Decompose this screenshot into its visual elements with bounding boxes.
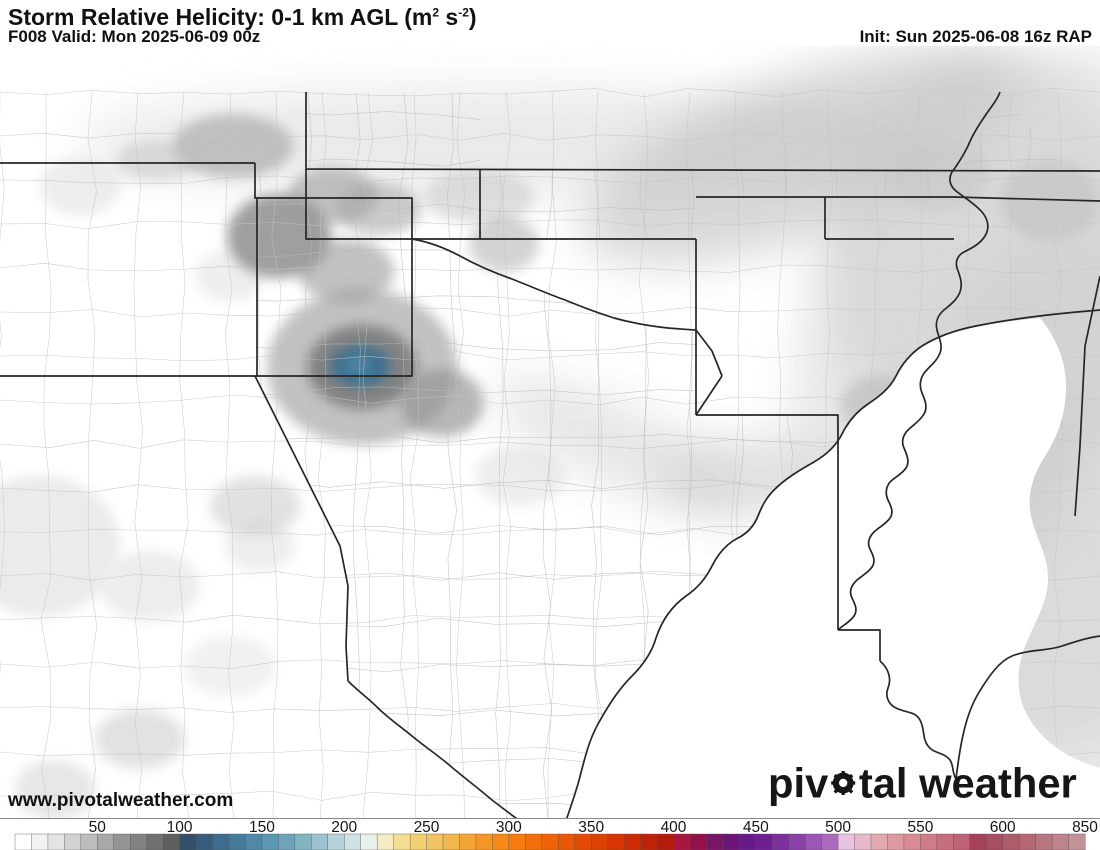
svg-text:350: 350 (578, 819, 604, 836)
svg-text:50: 50 (89, 819, 107, 836)
svg-text:200: 200 (331, 819, 357, 836)
svg-text:150: 150 (249, 819, 275, 836)
svg-text:550: 550 (907, 819, 933, 836)
svg-text:850: 850 (1072, 819, 1098, 836)
svg-text:400: 400 (661, 819, 687, 836)
svg-text:450: 450 (743, 819, 769, 836)
svg-text:600: 600 (990, 819, 1016, 836)
svg-text:500: 500 (825, 819, 851, 836)
svg-text:100: 100 (167, 819, 193, 836)
svg-text:300: 300 (496, 819, 522, 836)
svg-text:250: 250 (414, 819, 440, 836)
svg-text:piv: piv (768, 760, 829, 807)
svg-text:tal weather: tal weather (859, 760, 1077, 807)
